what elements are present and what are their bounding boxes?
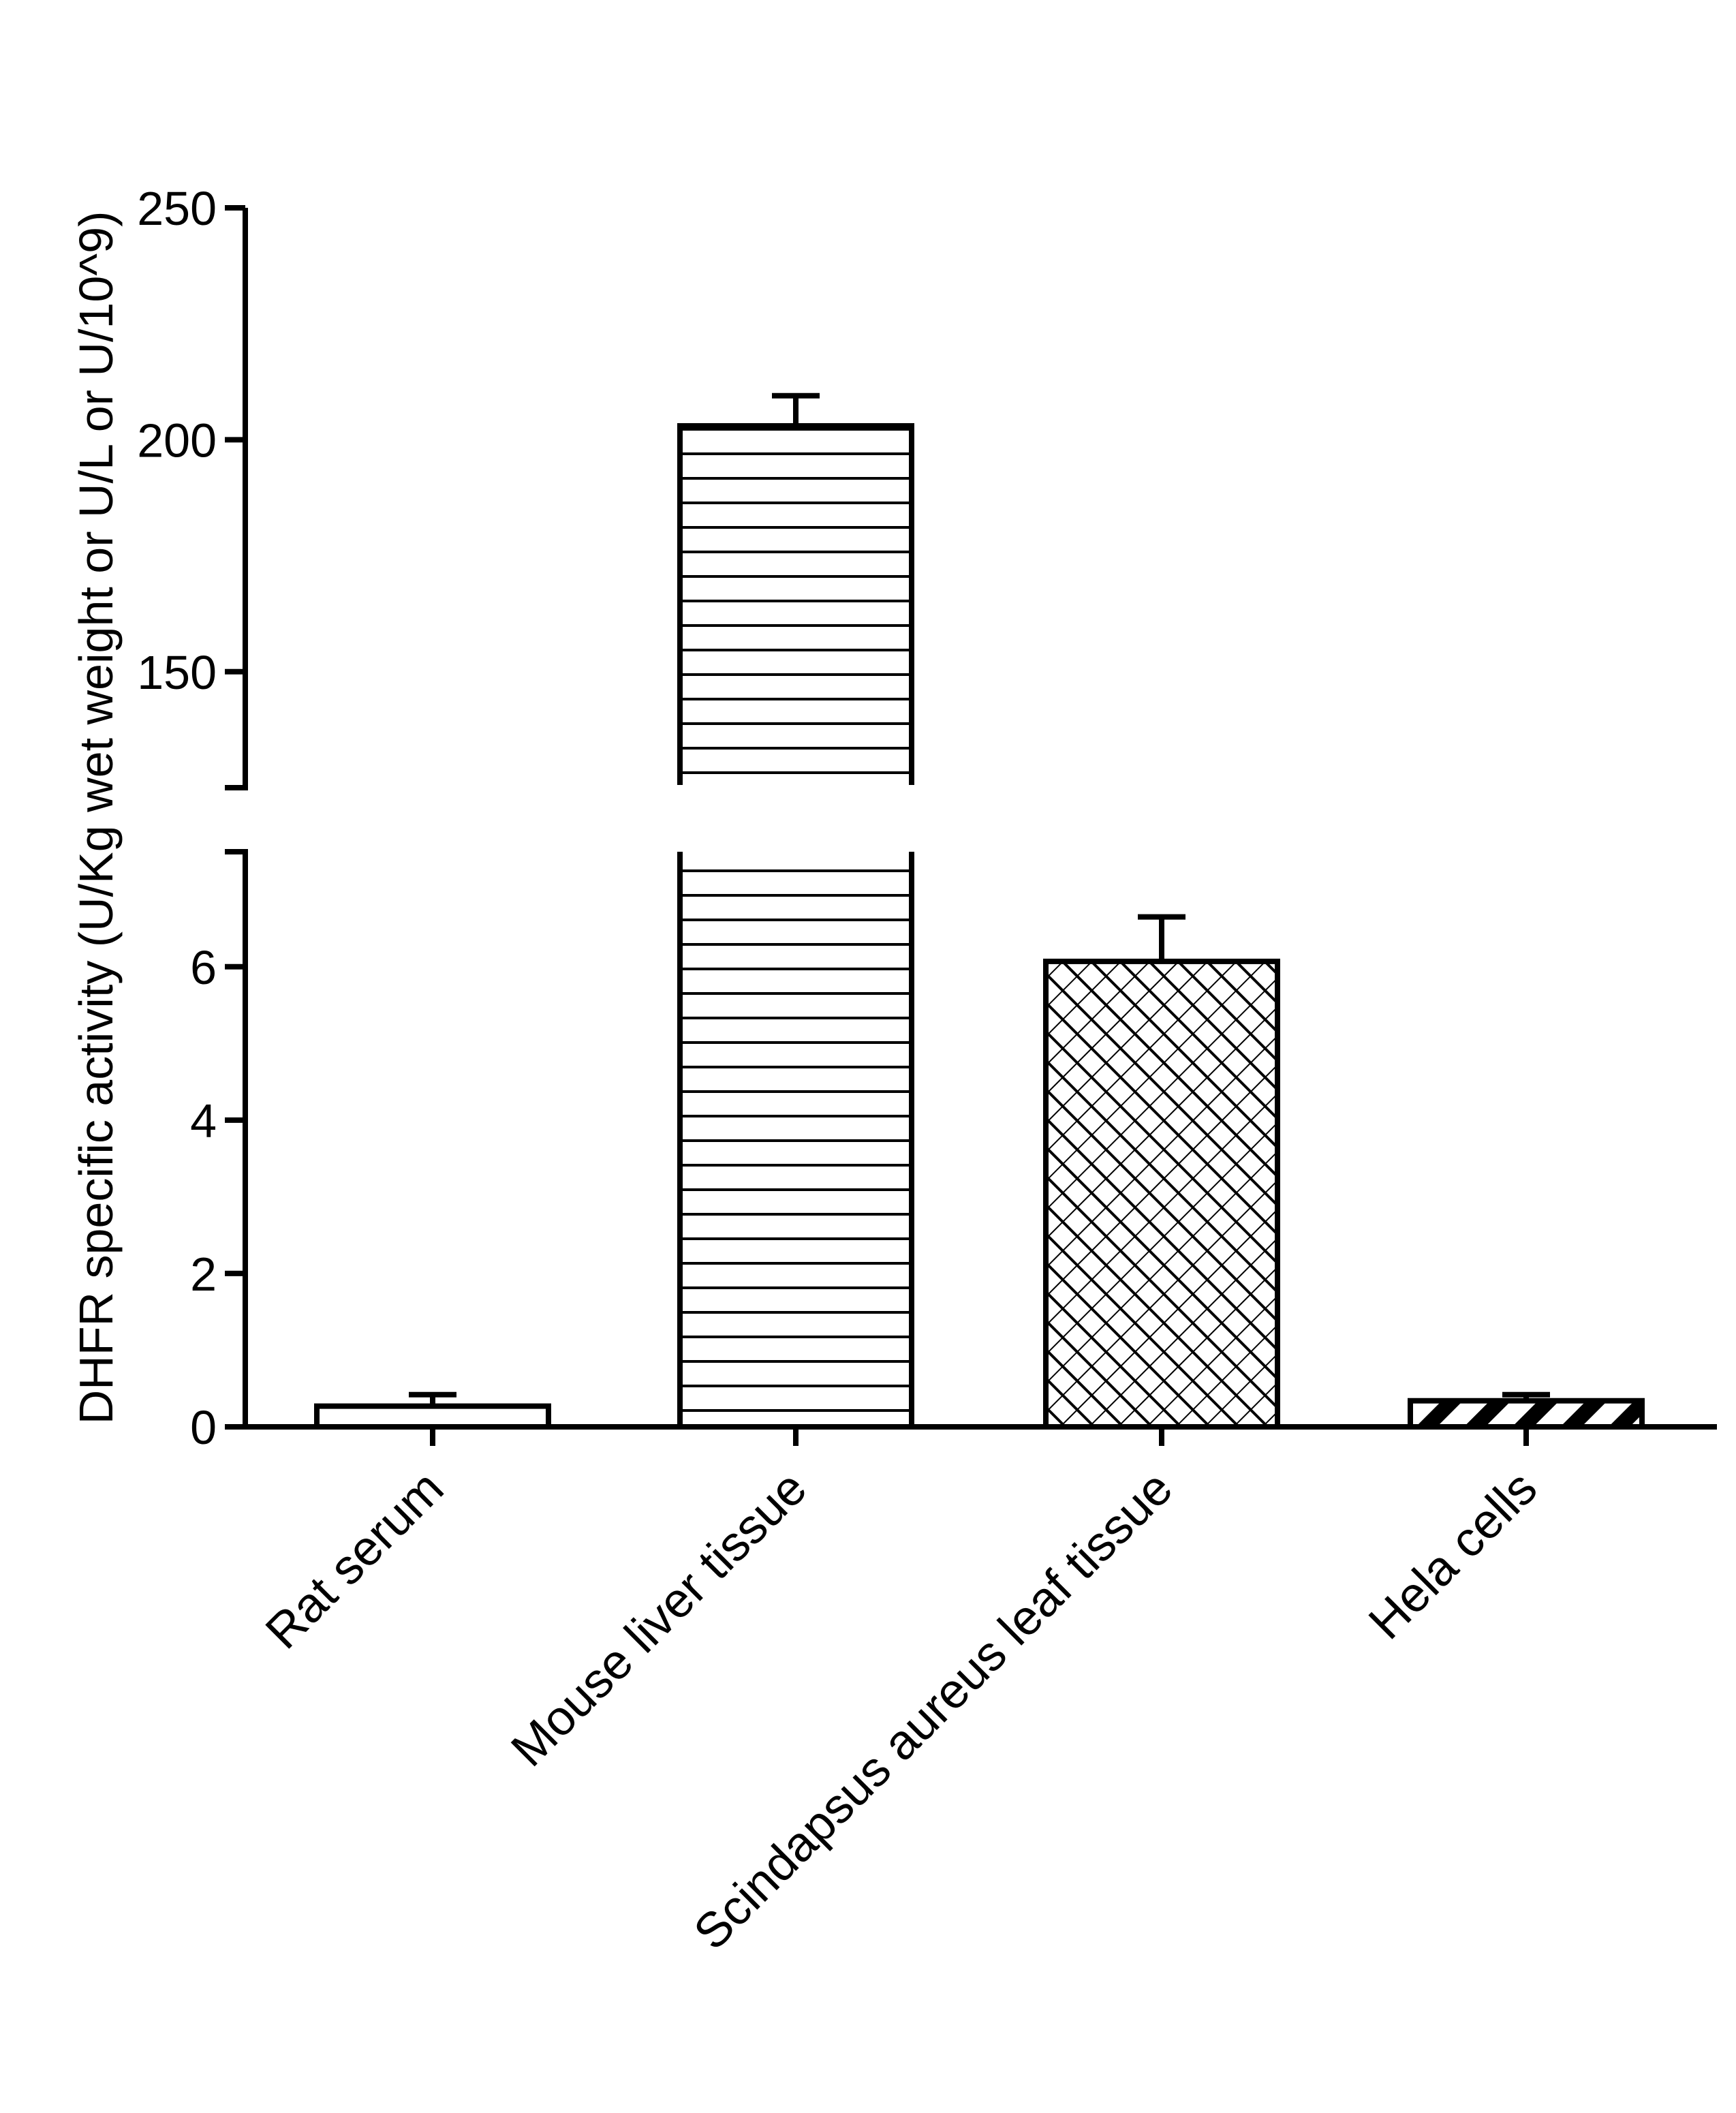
x-label-rat-serum: Rat serum (255, 1461, 454, 1659)
bar-lower-fill-mouse-liver-tissue (680, 852, 912, 1427)
bars (314, 422, 1645, 1430)
y-axis-label: DHFR specific activity (U/Kg wet weight … (69, 211, 123, 1425)
y-tick-0-label: 0 (190, 1401, 217, 1454)
y-tick-150-label: 150 (137, 646, 217, 699)
y-tick-250-label: 250 (137, 182, 217, 235)
bar-lower-mouse-liver-tissue (677, 852, 914, 1430)
y-tick-6-label: 6 (190, 941, 217, 994)
y-tick-4-label: 4 (190, 1094, 217, 1147)
x-label-hela-cells: Hela cells (1359, 1461, 1547, 1650)
error-bars (409, 392, 1550, 1406)
bar-rat-serum (314, 1403, 551, 1430)
bar-upper-fill-mouse-liver-tissue (680, 425, 912, 785)
x-label-mouse-liver-tissue: Mouse liver tissue (501, 1461, 817, 1777)
axes (225, 208, 1717, 1446)
y-tick-200-label: 200 (137, 414, 217, 467)
bar-scindapsus-aureus-leaf-tissue (1043, 958, 1280, 1430)
bar-hela-cells (1408, 1398, 1645, 1430)
y-ticks: 0 2 4 6 150 200 250 (137, 182, 245, 1454)
y-tick-2-label: 2 (190, 1248, 217, 1301)
